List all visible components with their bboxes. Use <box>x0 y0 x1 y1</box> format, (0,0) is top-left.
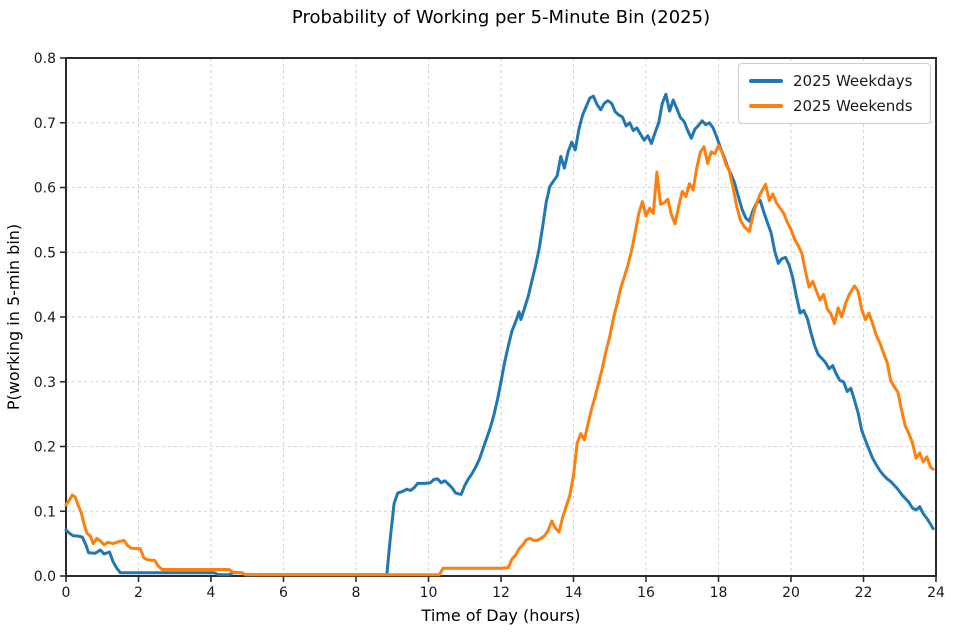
legend-item-weekdays: 2025 Weekdays <box>749 72 920 90</box>
y-tick-label: 0.0 <box>34 569 56 585</box>
x-tick-label: 24 <box>927 585 945 601</box>
chart-title: Probability of Working per 5-Minute Bin … <box>291 7 711 28</box>
legend-label-weekdays: 2025 Weekdays <box>793 72 913 90</box>
legend-label-weekends: 2025 Weekends <box>793 97 913 115</box>
x-tick-label: 18 <box>710 585 728 601</box>
y-tick-label: 0.5 <box>34 245 56 261</box>
y-tick-label: 0.2 <box>34 440 56 456</box>
legend: 2025 Weekdays 2025 Weekends <box>738 63 931 124</box>
y-tick-label: 0.8 <box>34 51 56 67</box>
y-tick-label: 0.7 <box>34 116 56 132</box>
y-tick-label: 0.3 <box>34 375 56 391</box>
x-tick-label: 2 <box>134 585 143 601</box>
weekdays-line-swatch <box>749 79 783 83</box>
x-tick-label: 14 <box>565 585 583 601</box>
x-tick-label: 10 <box>420 585 438 601</box>
x-tick-label: 20 <box>782 585 800 601</box>
x-tick-label: 4 <box>207 585 216 601</box>
weekends-line <box>64 143 935 577</box>
y-tick-label: 0.6 <box>34 181 56 197</box>
weekends-line-swatch <box>749 104 783 108</box>
x-axis-label: Time of Day (hours) <box>421 606 581 625</box>
x-tick-label: 22 <box>855 585 873 601</box>
weekdays-line <box>64 92 935 577</box>
y-tick-label: 0.4 <box>34 310 56 326</box>
x-tick-label: 6 <box>279 585 288 601</box>
x-tick-label: 0 <box>62 585 71 601</box>
legend-item-weekends: 2025 Weekends <box>749 97 920 115</box>
x-tick-label: 12 <box>492 585 510 601</box>
x-tick-label: 16 <box>637 585 655 601</box>
y-tick-label: 0.1 <box>34 504 56 520</box>
x-tick-label: 8 <box>352 585 361 601</box>
